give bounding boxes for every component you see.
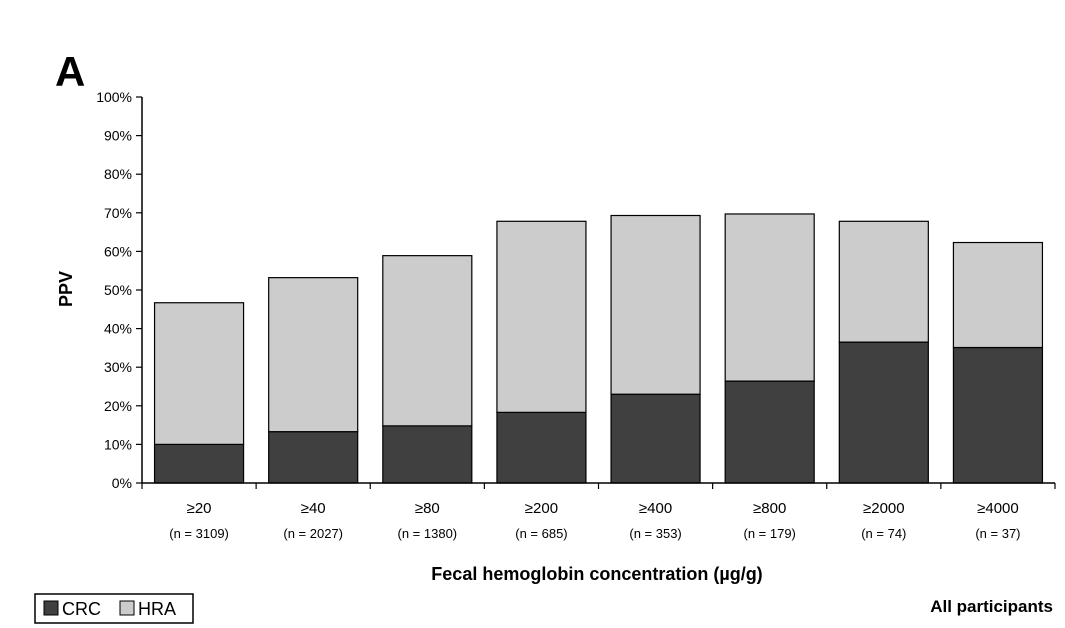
legend-label-hra: HRA (138, 599, 176, 619)
x-sample-size-label: (n = 3109) (169, 526, 229, 541)
legend-swatch-hra (119, 600, 135, 616)
subset-label: All participants (930, 597, 1053, 616)
y-tick-label: 100% (96, 89, 132, 105)
y-tick-label: 30% (104, 359, 132, 375)
x-category-label: ≥200 (525, 500, 558, 517)
bar-crc (382, 425, 473, 484)
bar-hra (724, 213, 815, 382)
x-category-label: ≥2000 (863, 500, 905, 517)
y-tick-label: 40% (104, 321, 132, 337)
x-sample-size-label: (n = 37) (975, 526, 1020, 541)
x-sample-size-label: (n = 685) (515, 526, 567, 541)
x-sample-size-label: (n = 353) (629, 526, 681, 541)
x-sample-size-label: (n = 1380) (398, 526, 458, 541)
x-axis-title: Fecal hemoglobin concentration (µg/g) (431, 564, 762, 584)
legend-box (34, 593, 194, 624)
bars (153, 213, 1044, 484)
y-axis-ticks: 0% 10% 20% 30% 40% 50% 60% 70% 80% 90% 100% (96, 89, 142, 491)
bar-hra (382, 255, 473, 427)
bar-crc (153, 443, 245, 484)
bar-crc (724, 380, 815, 484)
x-category-label: ≥400 (639, 500, 672, 517)
bar-crc (952, 346, 1044, 484)
x-sample-size-label: (n = 179) (743, 526, 795, 541)
bar-hra (268, 277, 359, 433)
y-tick-label: 70% (104, 205, 132, 221)
legend: CRC HRA (34, 593, 194, 624)
y-tick-label: 80% (104, 166, 132, 182)
x-category-label: ≥4000 (977, 500, 1019, 517)
y-tick-label: 50% (104, 282, 132, 298)
legend-swatch-crc (43, 600, 59, 616)
bar-crc (838, 341, 929, 484)
bar-crc (610, 393, 701, 484)
x-sample-size-label: (n = 2027) (283, 526, 343, 541)
y-tick-label: 20% (104, 398, 132, 414)
x-category-label: ≥800 (753, 500, 786, 517)
bar-hra (153, 302, 245, 446)
bar-crc (268, 431, 359, 484)
bar-crc (496, 411, 587, 484)
x-category-label: ≥40 (301, 500, 326, 517)
bar-hra (838, 220, 929, 343)
x-sample-size-label: (n = 74) (861, 526, 906, 541)
bar-hra (496, 220, 587, 413)
bar-hra (610, 214, 701, 395)
x-category-label: ≥80 (415, 500, 440, 517)
x-axis-ticks: ≥20 (n = 3109) ≥40 (n = 2027) ≥80 (n = 1380) ≥… (141, 483, 1056, 541)
y-tick-label: 0% (112, 475, 132, 491)
panel-letter: A (55, 48, 85, 95)
y-axis-title: PPV (56, 271, 76, 307)
bar-hra (952, 241, 1044, 349)
y-tick-label: 60% (104, 243, 132, 259)
x-category-label: ≥20 (187, 500, 212, 517)
y-tick-label: 90% (104, 128, 132, 144)
legend-label-crc: CRC (62, 599, 101, 619)
y-tick-label: 10% (104, 436, 132, 452)
